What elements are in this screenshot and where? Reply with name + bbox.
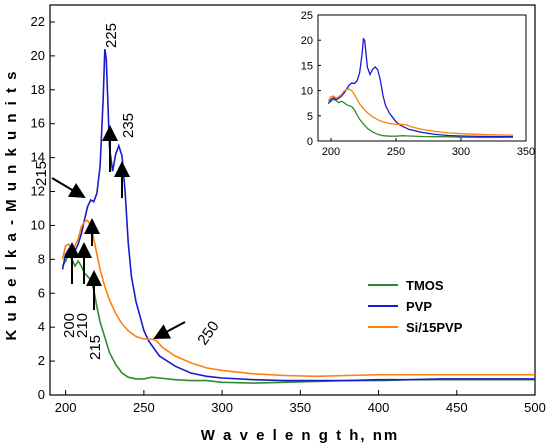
inset-y-tick-label: 10 [301, 86, 313, 98]
main-y-tick-label: 4 [38, 319, 45, 334]
peak-annotations: 225 235 215 200 210 215 250 [33, 23, 223, 360]
main-x-ticks: 200 250 300 350 400 450 500 [55, 390, 546, 415]
main-x-tick-label: 500 [524, 400, 546, 415]
legend-label-si15pvp: Si/15PVP [406, 320, 463, 335]
main-x-tick-label: 250 [133, 400, 155, 415]
main-y-tick-label: 12 [31, 184, 45, 199]
main-y-tick-label: 0 [38, 387, 45, 402]
annot-215-top: 215 [33, 161, 50, 186]
legend: TMOS PVP Si/15PVP [368, 278, 463, 335]
inset-x-tick-label: 250 [387, 146, 405, 158]
main-plot-frame [49, 4, 536, 396]
main-y-tick-label: 2 [38, 353, 45, 368]
main-y-tick-label: 14 [31, 150, 45, 165]
inset-x-tick-label: 350 [517, 146, 535, 158]
inset-plot: 200 250 300 350 0 5 10 15 20 25 [301, 10, 535, 158]
annot-250: 250 [194, 318, 222, 348]
inset-series-si15pvp [327, 88, 514, 136]
main-y-tick-label: 6 [38, 285, 45, 300]
inset-x-tick-label: 200 [322, 146, 340, 158]
legend-label-tmos: TMOS [406, 278, 444, 293]
main-x-tick-label: 450 [446, 400, 468, 415]
arrow-250 [153, 321, 186, 339]
main-y-ticks: 0 2 4 6 8 10 12 14 16 18 20 22 [31, 14, 55, 402]
inset-series-tmos [328, 98, 514, 139]
annot-200: 200 [61, 313, 78, 338]
inset-x-ticks: 200 250 300 350 [322, 138, 535, 158]
legend-label-pvp: PVP [406, 299, 432, 314]
inset-y-tick-label: 0 [307, 136, 313, 148]
annot-225: 225 [103, 23, 120, 48]
main-series-si15pvp [61, 219, 535, 378]
inset-x-tick-label: 300 [452, 146, 470, 158]
annot-215-bottom: 215 [87, 335, 104, 360]
main-x-tick-label: 200 [55, 400, 77, 415]
inset-y-tick-label: 5 [307, 111, 313, 123]
main-y-tick-label: 16 [31, 116, 45, 131]
main-x-tick-label: 350 [289, 400, 311, 415]
y-axis-title: K u b e l k a - M u n k u n i t s [3, 69, 20, 340]
main-x-tick-label: 300 [211, 400, 233, 415]
inset-frame [317, 14, 527, 142]
main-y-tick-label: 8 [38, 251, 45, 266]
annot-210: 210 [74, 313, 91, 338]
x-axis-title: W a v e l e n g t h, nm [201, 427, 400, 444]
main-y-tick-label: 22 [31, 14, 45, 29]
main-y-tick-label: 10 [31, 217, 45, 232]
inset-series-pvp [327, 37, 514, 138]
inset-y-tick-label: 20 [301, 35, 313, 47]
inset-series-group [327, 37, 514, 139]
inset-y-ticks: 0 5 10 15 20 25 [301, 10, 321, 148]
annot-235: 235 [120, 113, 137, 138]
inset-y-tick-label: 15 [301, 60, 313, 72]
inset-background [318, 15, 526, 141]
main-x-tick-label: 400 [368, 400, 390, 415]
main-series-tmos [61, 252, 535, 384]
main-y-tick-label: 18 [31, 82, 45, 97]
main-plot: 200 250 300 350 400 450 500 024681012141618202… [31, 4, 546, 415]
main-y-tick-label: 20 [31, 48, 45, 63]
arrow-215-top [51, 177, 86, 199]
inset-y-tick-label: 25 [301, 10, 313, 22]
